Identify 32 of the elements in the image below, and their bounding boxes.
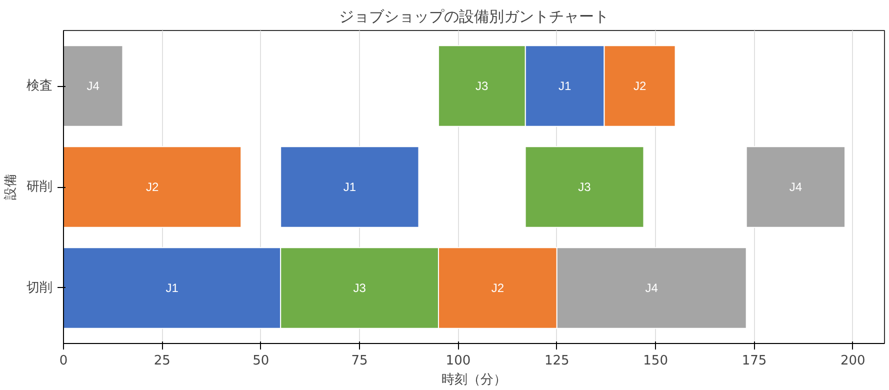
y-tick-label: 検査 (26, 78, 52, 94)
bar (64, 146, 242, 228)
text: J3 (353, 280, 366, 295)
bar (280, 146, 420, 228)
text: J1 (166, 280, 178, 295)
bar (64, 45, 124, 127)
y-tick-label: 研削 (26, 180, 52, 194)
x-tick-label: 200 (840, 354, 866, 368)
text: J4 (789, 180, 802, 194)
text: J4 (645, 280, 658, 295)
x-tick-label: 75 (351, 354, 368, 368)
text: J1 (343, 180, 356, 194)
x-tick-label: 25 (154, 354, 170, 368)
bar (524, 146, 644, 228)
bar (746, 146, 846, 228)
x-tick-label: 0 (59, 354, 68, 368)
series-label: J4 (86, 79, 100, 94)
x-tick-label: 50 (252, 354, 270, 368)
text: J2 (146, 180, 159, 194)
y-axis-title: 設備 (4, 174, 18, 200)
text: J2 (491, 280, 504, 295)
x-tick-label: 150 (643, 354, 668, 368)
series-label: J1 (558, 79, 572, 94)
chart-title: ジョブショップの設備別ガントチャート (339, 8, 609, 26)
x-tick-label: 175 (742, 354, 767, 368)
x-tick-label: 125 (544, 354, 570, 368)
text: J3 (476, 79, 488, 94)
series-label: J3 (578, 180, 592, 194)
x-tick-label: 100 (446, 354, 471, 368)
y-tick-label: 切削 (26, 280, 52, 296)
series-label: J2 (633, 79, 646, 94)
x-axis-title: 時刻（分） (442, 372, 506, 388)
